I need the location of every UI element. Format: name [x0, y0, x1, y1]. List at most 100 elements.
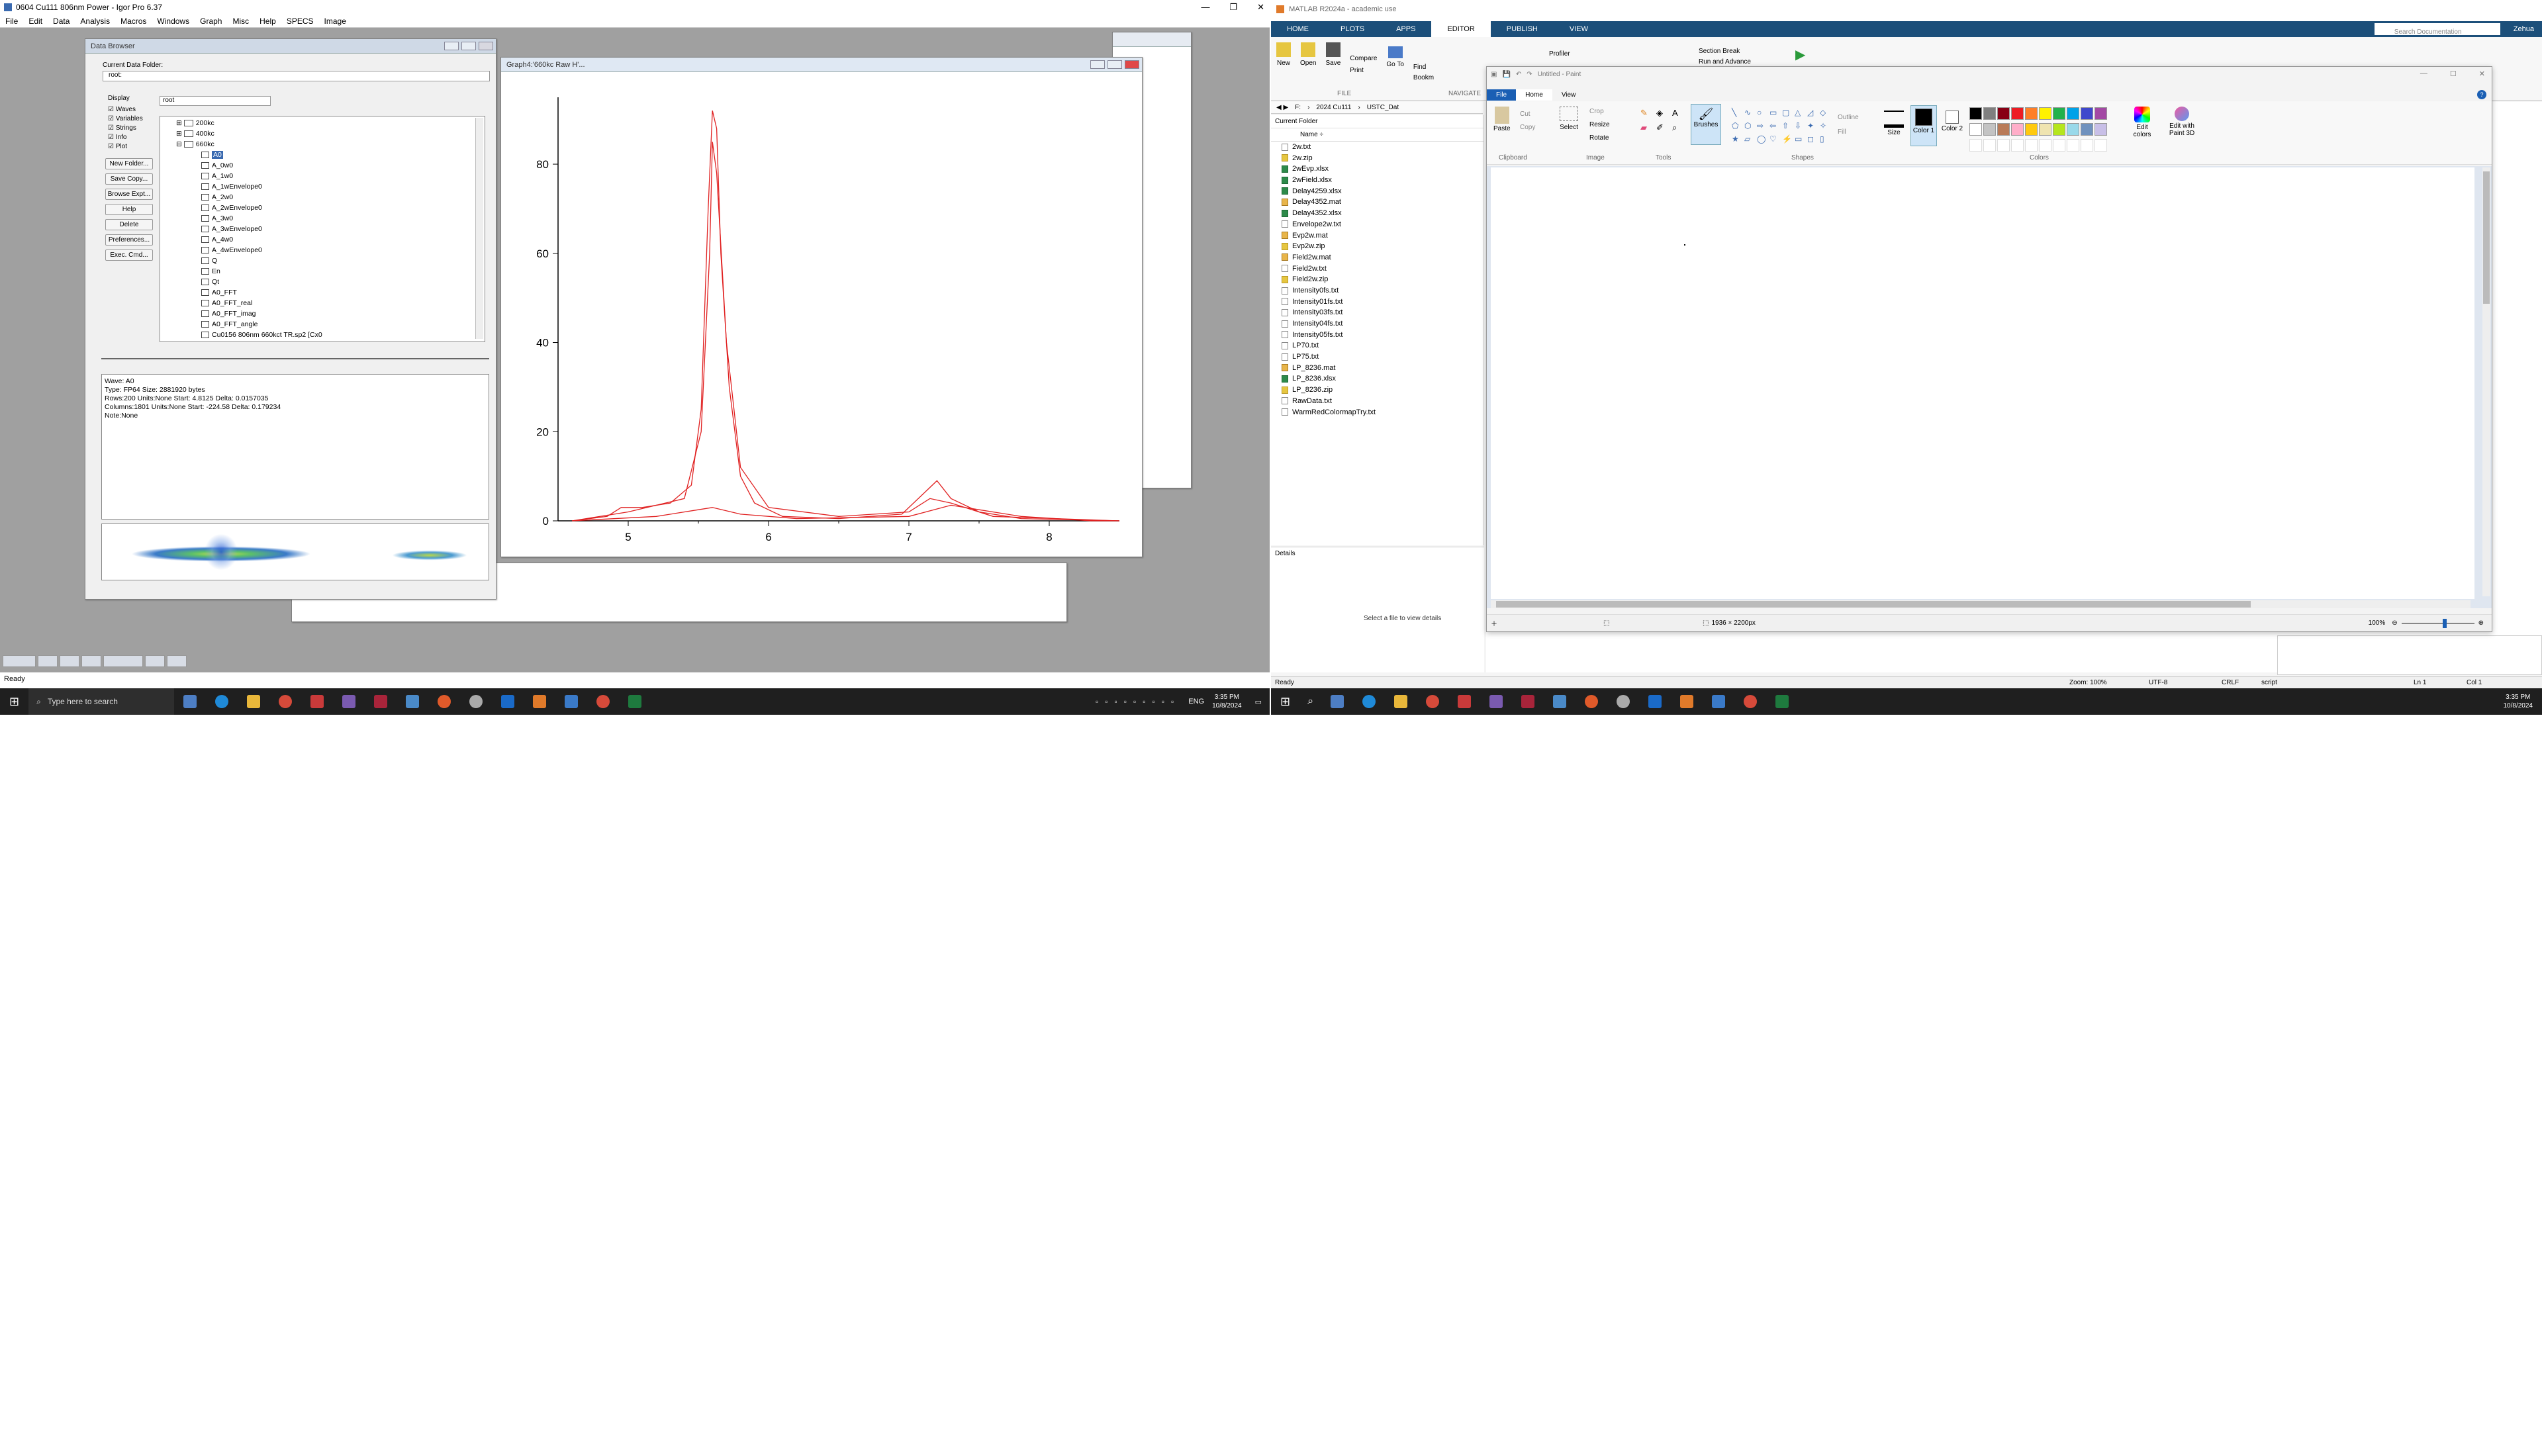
palette-swatch[interactable]	[2067, 123, 2079, 136]
tree-wave[interactable]: A0_FFT_real	[201, 298, 485, 308]
excel-icon[interactable]	[1775, 695, 1789, 708]
tree-wave[interactable]: Cu0156 806nm 660kct TR.sp2 [Cx0	[201, 330, 485, 340]
matlab-icon[interactable]	[533, 695, 547, 708]
palette-swatch[interactable]	[2095, 123, 2107, 136]
acrobat-icon[interactable]	[1521, 695, 1535, 708]
minimized-window[interactable]	[145, 655, 165, 667]
app-icon[interactable]	[1553, 695, 1567, 708]
custom-swatch[interactable]	[2081, 139, 2093, 152]
menu-help[interactable]: Help	[259, 16, 276, 26]
task-view-icon[interactable]	[183, 695, 197, 708]
rotate-button[interactable]: Rotate	[1589, 134, 1609, 142]
tree-wave[interactable]: En	[201, 266, 485, 277]
delete-button[interactable]: Delete	[105, 219, 153, 230]
data-browser-window[interactable]: Data Browser Current Data Folder: root: …	[85, 38, 496, 600]
checkbox-plot[interactable]: ☑ Plot	[108, 143, 127, 150]
custom-swatch[interactable]	[2053, 139, 2065, 152]
profiler-button[interactable]: Profiler	[1549, 50, 1570, 58]
file-list-item[interactable]: 2wEvp.xlsx	[1279, 163, 1483, 175]
tree-folder[interactable]: ⊞ 200kc	[176, 119, 214, 127]
tree-wave[interactable]: A_2wEnvelope0	[201, 203, 485, 213]
file-list-item[interactable]: Intensity03fs.txt	[1279, 307, 1483, 318]
palette-swatch[interactable]	[1983, 123, 1996, 136]
app-icon[interactable]	[565, 695, 579, 708]
brushes-button[interactable]: 🖌 Brushes	[1691, 104, 1721, 145]
tab-home[interactable]: HOME	[1287, 25, 1309, 33]
file-list-item[interactable]: LP70.txt	[1279, 340, 1483, 351]
file-list-item[interactable]: 2w.txt	[1279, 142, 1483, 153]
minimized-window[interactable]	[38, 655, 58, 667]
minimized-window[interactable]	[81, 655, 101, 667]
text-icon[interactable]: A	[1672, 108, 1678, 118]
menu-specs[interactable]: SPECS	[286, 16, 314, 26]
palette-swatch[interactable]	[1969, 107, 1982, 120]
tab-file[interactable]: File	[1487, 89, 1517, 101]
compare-button[interactable]: Compare	[1350, 55, 1378, 62]
acrobat-icon[interactable]	[374, 695, 388, 708]
checkbox-waves[interactable]: ☑ Waves	[108, 106, 136, 113]
browse-expt-button[interactable]: Browse Expt...	[105, 189, 153, 200]
file-list-item[interactable]: Field2w.mat	[1279, 252, 1483, 263]
menu-windows[interactable]: Windows	[157, 16, 190, 26]
horizontal-scrollbar[interactable]	[1491, 600, 2471, 608]
paste-button[interactable]: Paste	[1493, 107, 1511, 132]
size-button[interactable]: Size	[1884, 108, 1904, 136]
chrome-icon[interactable]	[1744, 695, 1758, 708]
tab-apps[interactable]: APPS	[1396, 25, 1416, 33]
find-button[interactable]: Find	[1413, 64, 1427, 71]
minimized-window[interactable]	[167, 655, 187, 667]
tree-wave[interactable]: A_4w0	[201, 234, 485, 245]
tree-wave[interactable]: Q	[201, 255, 485, 266]
menu-misc[interactable]: Misc	[232, 16, 250, 26]
maximize-icon[interactable]	[461, 42, 476, 50]
cut-button[interactable]: Cut	[1520, 111, 1530, 118]
file-list-item[interactable]: Evp2w.zip	[1279, 241, 1483, 252]
menu-macros[interactable]: Macros	[120, 16, 147, 26]
file-list-item[interactable]: Delay4352.xlsx	[1279, 208, 1483, 219]
color-palette[interactable]	[1969, 107, 2121, 154]
palette-swatch[interactable]	[2039, 123, 2051, 136]
file-list-item[interactable]: WarmRedColormapTry.txt	[1279, 407, 1483, 418]
matlab-icon[interactable]	[1680, 695, 1694, 708]
palette-swatch[interactable]	[2025, 123, 2038, 136]
app-icon[interactable]	[1489, 695, 1503, 708]
menu-image[interactable]: Image	[324, 16, 346, 26]
file-list-item[interactable]: Intensity04fs.txt	[1279, 318, 1483, 330]
settings-icon[interactable]	[469, 695, 483, 708]
palette-swatch[interactable]	[1969, 123, 1982, 136]
graph-window[interactable]: Graph4:'660kc Raw H'... 0 20 40 60 80 5 6 7 8	[500, 57, 1143, 557]
current-folder-field[interactable]: root:	[103, 71, 490, 81]
tab-view[interactable]: VIEW	[1569, 25, 1588, 33]
windows-start-icon[interactable]: ⊞	[1280, 694, 1291, 708]
taskbar-search[interactable]: ⌕ Type here to search	[28, 688, 175, 715]
app-icon[interactable]	[1458, 695, 1472, 708]
copy-button[interactable]: Copy	[1520, 124, 1536, 131]
file-list-item[interactable]: LP_8236.xlsx	[1279, 373, 1483, 385]
zoom-in-icon[interactable]: ⊕	[2478, 619, 2484, 627]
file-list-item[interactable]: Delay4259.xlsx	[1279, 186, 1483, 197]
redo-icon[interactable]: ↷	[1527, 71, 1532, 78]
file-list-item[interactable]: Intensity01fs.txt	[1279, 296, 1483, 308]
new-button[interactable]: New	[1276, 42, 1291, 83]
help-button[interactable]: Help	[105, 204, 153, 215]
chrome-icon[interactable]	[1426, 695, 1440, 708]
palette-swatch[interactable]	[2053, 107, 2065, 120]
minimize-icon[interactable]: —	[1201, 2, 1210, 12]
minimized-window[interactable]	[103, 655, 143, 667]
checkbox-info[interactable]: ☑ Info	[108, 134, 127, 141]
file-explorer-icon[interactable]	[1394, 695, 1408, 708]
run-icon[interactable]: ▶	[1795, 48, 1806, 62]
paint-window[interactable]: ▣ 💾 ↶ ↷ Untitled - Paint — ☐ ✕ File Home V…	[1486, 66, 2492, 632]
tree-wave[interactable]: A_2w0	[201, 192, 485, 203]
file-list-item[interactable]: Field2w.zip	[1279, 274, 1483, 285]
edge-icon[interactable]	[215, 695, 229, 708]
tab-plots[interactable]: PLOTS	[1341, 25, 1365, 33]
file-explorer-icon[interactable]	[247, 695, 261, 708]
checkbox-strings[interactable]: ☑ Strings	[108, 124, 136, 132]
palette-swatch[interactable]	[2039, 107, 2051, 120]
custom-swatch[interactable]	[2011, 139, 2024, 152]
palette-swatch[interactable]	[1997, 123, 2010, 136]
app-icon[interactable]	[406, 695, 420, 708]
custom-swatch[interactable]	[1983, 139, 1996, 152]
palette-swatch[interactable]	[1983, 107, 1996, 120]
